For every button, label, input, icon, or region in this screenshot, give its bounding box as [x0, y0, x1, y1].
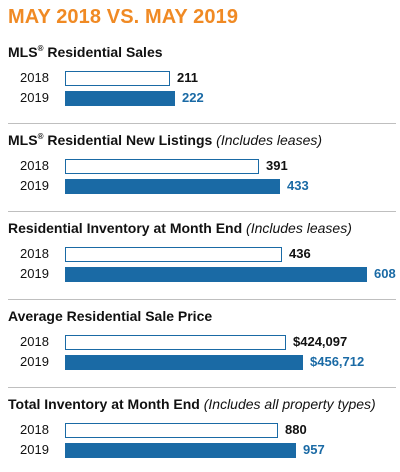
year-label-2018: 2018	[20, 246, 49, 261]
value-label-2019: 433	[287, 178, 309, 193]
bar-2019	[65, 91, 175, 106]
bar-2018	[65, 247, 282, 262]
chart-title-main: Residential Inventory at Month End	[8, 220, 243, 236]
year-label-2019: 2019	[20, 442, 49, 457]
year-label-2018: 2018	[20, 158, 49, 173]
value-label-2019: $456,712	[310, 354, 365, 369]
bar-2018	[65, 335, 286, 350]
bar-2018	[65, 71, 170, 86]
section-divider	[8, 387, 396, 388]
chart-title: Total Inventory at Month End (Includes a…	[8, 396, 376, 412]
chart-title-note: (Includes all property types)	[199, 396, 376, 412]
year-label-2019: 2019	[20, 178, 49, 193]
chart-title-main: MLS	[8, 132, 38, 148]
chart-title-main: MLS	[8, 44, 38, 60]
value-label-2019: 222	[182, 90, 204, 105]
year-label-2019: 2019	[20, 90, 49, 105]
chart-title-rest: Residential Sales	[43, 44, 163, 60]
chart-title: MLS® Residential New Listings (Includes …	[8, 132, 322, 148]
bar-2019	[65, 179, 280, 194]
chart-title-main: Total Inventory at Month End	[8, 396, 200, 412]
chart-title: MLS® Residential Sales	[8, 44, 163, 60]
chart-title: Residential Inventory at Month End (Incl…	[8, 220, 352, 236]
value-label-2018: 211	[177, 70, 198, 85]
registered-mark: ®	[37, 44, 44, 53]
chart-title-main: Average Residential Sale Price	[8, 308, 213, 324]
value-label-2018: 391	[266, 158, 288, 173]
bar-2018	[65, 159, 259, 174]
bar-2019	[65, 443, 296, 458]
value-label-2018: 880	[285, 422, 307, 437]
year-label-2018: 2018	[20, 422, 49, 437]
bar-2018	[65, 423, 278, 438]
registered-mark: ®	[37, 132, 44, 141]
chart-title-note: (Includes leases)	[212, 132, 323, 148]
chart-title-rest: Residential New Listings	[43, 132, 213, 148]
value-label-2018: 436	[289, 246, 311, 261]
chart-title: Average Residential Sale Price	[8, 308, 212, 324]
year-label-2018: 2018	[20, 334, 49, 349]
bar-2019	[65, 267, 367, 282]
section-divider	[8, 299, 396, 300]
value-label-2018: $424,097	[293, 334, 348, 349]
section-divider	[8, 211, 396, 212]
year-label-2018: 2018	[20, 70, 49, 85]
bar-2019	[65, 355, 303, 370]
chart-title-note: (Includes leases)	[242, 220, 352, 236]
page-title: MAY 2018 VS. MAY 2019	[8, 6, 239, 28]
section-divider	[8, 123, 396, 124]
year-label-2019: 2019	[20, 266, 49, 281]
value-label-2019: 608	[374, 266, 396, 281]
year-label-2019: 2019	[20, 354, 49, 369]
value-label-2019: 957	[303, 442, 325, 457]
